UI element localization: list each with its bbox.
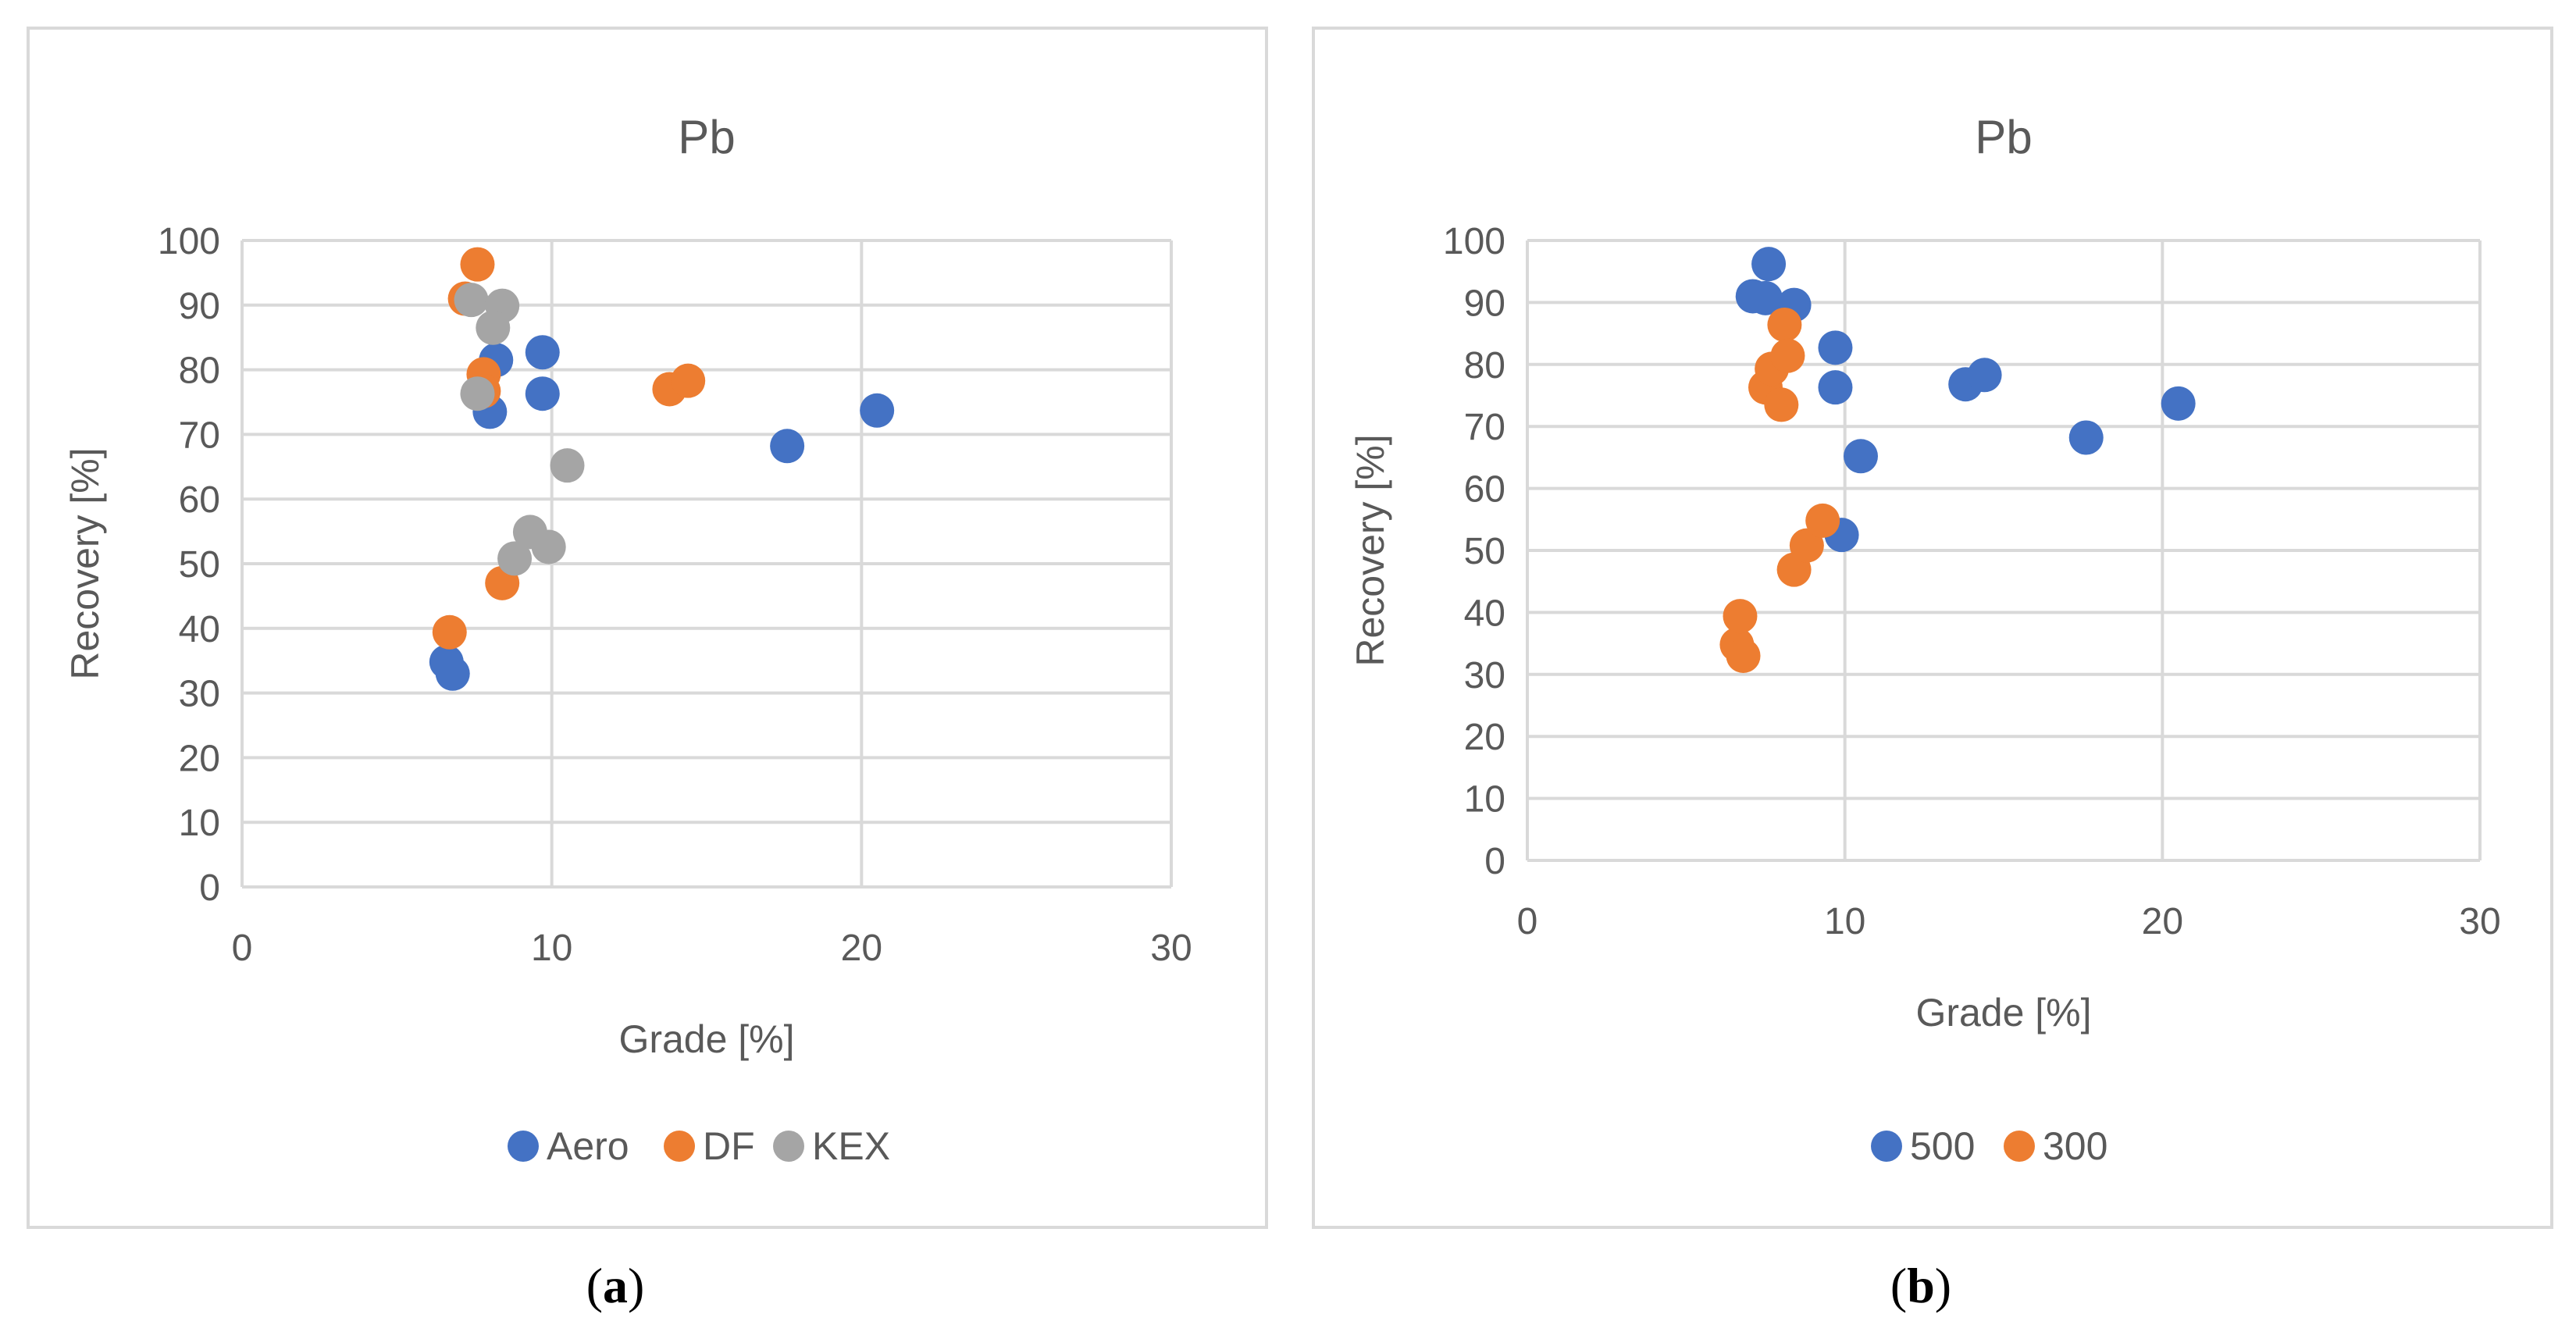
data-point-kex	[531, 529, 566, 564]
chart-panel-b: 0 10 20 30 40 50 60 70 80 90 100 0 10 20 30 Pb Grade [%]…	[1312, 27, 2553, 1229]
data-point-500	[1818, 370, 1853, 405]
caption-letter-a: a	[603, 1258, 628, 1313]
data-point-aero	[860, 393, 895, 428]
data-point-500	[2161, 386, 2196, 421]
data-point-500	[2068, 420, 2104, 455]
legend-label-kex: KEX	[812, 1124, 890, 1168]
y-tick-label: 100	[1443, 221, 1505, 262]
data-point-500	[1751, 247, 1787, 282]
legend-label-aero: Aero	[547, 1124, 629, 1168]
y-tick-label: 70	[179, 415, 220, 456]
data-point-300	[1805, 503, 1840, 538]
legend-label-300: 300	[2043, 1124, 2107, 1168]
y-tick-label: 20	[179, 738, 220, 779]
x-tick-label: 0	[232, 928, 253, 969]
panel-caption-b: (b)	[1890, 1258, 1952, 1313]
y-tick-label: 90	[179, 286, 220, 327]
data-point-aero	[435, 656, 470, 691]
y-tick-label: 80	[1464, 345, 1505, 386]
data-point-300	[1726, 638, 1761, 673]
legend-label-500: 500	[1910, 1124, 1975, 1168]
y-tick-label: 50	[1464, 531, 1505, 572]
y-tick-label: 60	[1464, 469, 1505, 511]
legend-marker-500	[1871, 1131, 1902, 1162]
data-point-aero	[525, 376, 560, 411]
data-point-300	[1723, 599, 1758, 634]
data-point-300	[1764, 387, 1799, 422]
data-point-df	[460, 247, 495, 282]
y-tick-label: 10	[1464, 779, 1505, 821]
data-point-500	[1967, 358, 2002, 393]
data-point-kex	[460, 376, 495, 411]
x-tick-label: 20	[841, 928, 882, 969]
chart-title: Pb	[1975, 111, 2032, 163]
y-tick-label: 0	[1484, 841, 1505, 882]
x-tick-label: 20	[2142, 901, 2183, 942]
x-tick-label: 0	[1517, 901, 1538, 942]
x-axis-label: Grade [%]	[618, 1017, 794, 1061]
legend-marker-kex	[773, 1131, 804, 1162]
y-tick-label: 70	[1464, 407, 1505, 448]
x-tick-label: 10	[1824, 901, 1865, 942]
y-tick-label: 30	[179, 674, 220, 715]
x-tick-label: 30	[2459, 901, 2500, 942]
data-point-aero	[525, 335, 560, 370]
data-point-500	[1748, 280, 1783, 315]
y-tick-label: 40	[1464, 593, 1505, 634]
scatter-chart-a: 0 10 20 30 40 50 60 70 80 90 100 0 10 20 30 Pb Grade [%]…	[63, 111, 1192, 1168]
legend-marker-aero	[508, 1131, 539, 1162]
y-axis-label: Recovery [%]	[63, 447, 107, 679]
legend-label-df: DF	[703, 1124, 755, 1168]
y-tick-label: 50	[179, 544, 220, 586]
data-point-kex	[497, 541, 533, 576]
x-tick-label: 30	[1150, 928, 1192, 969]
y-tick-label: 30	[1464, 655, 1505, 696]
legend-marker-df	[664, 1131, 695, 1162]
y-tick-label: 100	[158, 221, 220, 262]
y-tick-label: 80	[179, 351, 220, 392]
chart-panel-a: 0 10 20 30 40 50 60 70 80 90 100 0 10 20 30 Pb Grade [%]…	[27, 27, 1268, 1229]
y-tick-label: 90	[1464, 283, 1505, 324]
x-axis-label: Grade [%]	[1915, 991, 2091, 1035]
legend-marker-300	[2004, 1131, 2035, 1162]
y-tick-label: 40	[179, 609, 220, 650]
y-tick-label: 60	[179, 479, 220, 521]
data-point-kex	[476, 310, 511, 345]
data-point-kex	[550, 448, 585, 483]
data-point-df	[432, 614, 467, 650]
y-tick-label: 20	[1464, 717, 1505, 758]
x-tick-label: 10	[531, 928, 572, 969]
chart-title: Pb	[678, 111, 735, 163]
data-point-300	[1767, 307, 1802, 342]
data-point-df	[671, 363, 706, 398]
y-axis-label: Recovery [%]	[1349, 434, 1392, 666]
y-tick-label: 10	[179, 803, 220, 844]
data-point-300	[1789, 528, 1824, 563]
scatter-chart-b: 0 10 20 30 40 50 60 70 80 90 100 0 10 20 30 Pb Grade [%]…	[1349, 111, 2501, 1168]
data-point-aero	[770, 429, 805, 464]
y-tick-label: 0	[199, 867, 220, 909]
data-point-500	[1844, 439, 1878, 474]
data-point-500	[1818, 330, 1853, 365]
panel-caption-a: (a)	[586, 1258, 645, 1313]
data-point-300	[1770, 338, 1805, 373]
caption-letter-b: b	[1907, 1258, 1935, 1313]
data-point-kex	[454, 283, 489, 318]
